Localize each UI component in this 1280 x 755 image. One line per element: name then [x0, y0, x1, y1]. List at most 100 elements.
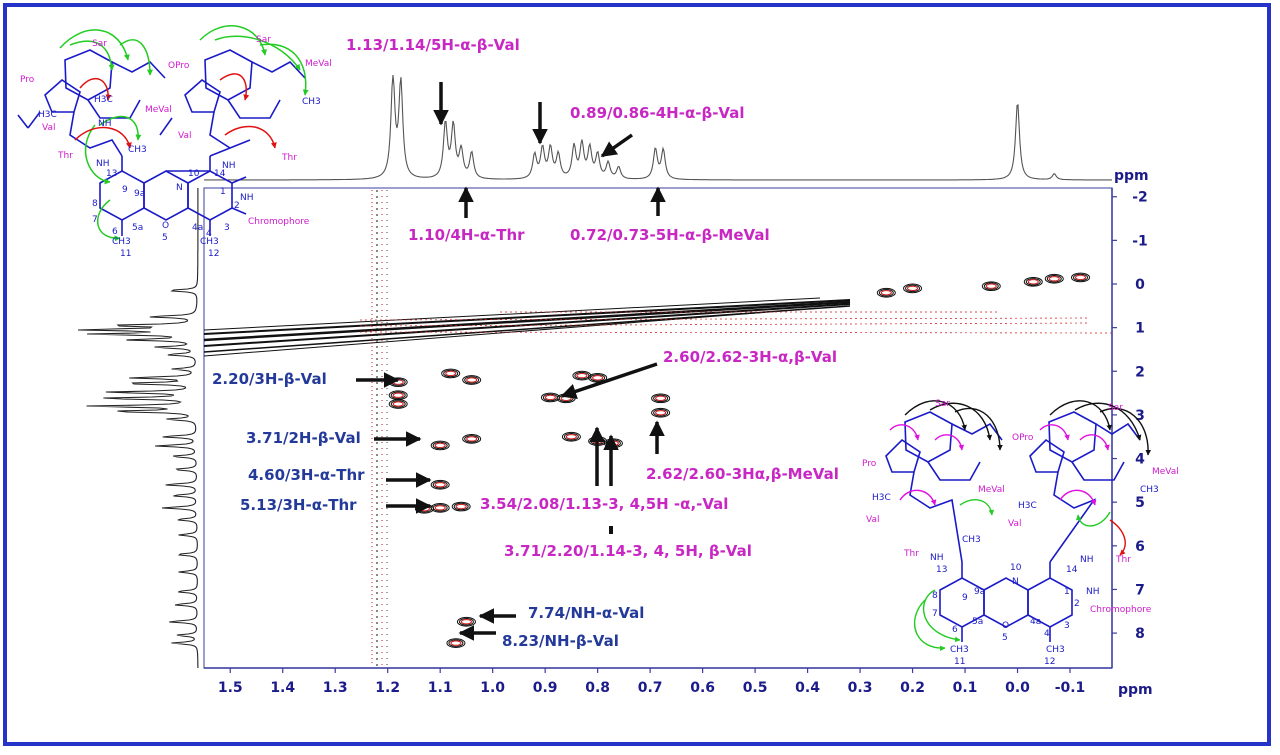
left-projection-spectrum [77, 188, 199, 668]
cross-peak [456, 616, 476, 627]
cross-peak [981, 281, 1001, 292]
label-n9a: 9a [134, 189, 145, 199]
x-tick-label: 0.5 [743, 680, 768, 696]
label-n9: 9 [122, 185, 128, 195]
label-thr-b: Thr [903, 549, 919, 559]
annotation-8-23: 8.23/NH-β-Val [502, 632, 619, 650]
x-tick-label: 0.9 [533, 680, 558, 696]
y-tick-label: 6 [1135, 539, 1145, 555]
x-axis-unit: ppm [1118, 682, 1153, 698]
cross-peak [540, 392, 560, 403]
label-nh-2: NH [96, 159, 110, 169]
label-n7-b: 7 [932, 609, 938, 619]
cross-peak [430, 503, 450, 513]
cross-peak [651, 393, 671, 404]
label-sar-2: Sar [256, 35, 271, 45]
label-val-b2: Val [1008, 519, 1021, 529]
label-nh: NH [98, 119, 112, 129]
label-n11: 11 [120, 249, 131, 259]
label-n10: 10 [188, 169, 200, 179]
label-sar-b: Sar [935, 399, 950, 409]
label-nh-3: NH [222, 161, 236, 171]
cross-peak [903, 283, 923, 294]
y-tick-label: 7 [1135, 582, 1145, 598]
label-meval-b2: MeVal [1152, 467, 1179, 477]
label-n3-b: 3 [1064, 621, 1070, 631]
label-ch3-3: CH3 [200, 237, 219, 247]
label-n11-b: 11 [954, 657, 965, 667]
label-h3c-2: H3C [38, 110, 57, 120]
label-n4a: 4a [192, 223, 203, 233]
label-pro-b: Pro [862, 459, 877, 469]
molecule-bottom-right-hmbc [889, 400, 1152, 652]
label-opro-b: OPro [1012, 433, 1034, 443]
y-tick-label: -1 [1132, 233, 1148, 249]
y-tick-label: 2 [1135, 364, 1145, 380]
label-n5a: 5a [132, 223, 143, 233]
cross-peak [651, 407, 671, 418]
label-thr-2: Thr [281, 153, 297, 163]
molecule-top-left-hmbc [59, 25, 309, 242]
annotation-2-62: 2.62/2.60-3Hα,β-MeVal [646, 465, 839, 483]
label-n6-b: 6 [952, 625, 958, 635]
label-nh2: NH [240, 193, 254, 203]
label-val-b: Val [866, 515, 879, 525]
label-ch3-4: CH3 [302, 97, 321, 107]
label-n14: 14 [214, 169, 226, 179]
cross-peak [388, 390, 408, 401]
label-n9a-b: 9a [974, 587, 985, 597]
label-n1-b: 1 [1064, 587, 1070, 597]
label-n-ring: N [176, 183, 183, 193]
cross-peak [588, 372, 608, 383]
x-tick-label: 1.3 [323, 680, 348, 696]
molecule-top-left [17, 49, 306, 236]
label-n4: 4 [206, 229, 212, 239]
label-h3c-b2: H3C [1018, 501, 1037, 511]
label-meval-b: MeVal [978, 485, 1005, 495]
y-axis-unit: ppm [1114, 168, 1149, 184]
annotation-3-71-b: 3.71/2.20/1.14-3, 4, 5H, β-Val [504, 542, 752, 560]
annotation-arrows [356, 82, 666, 641]
annotation-0-89: 0.89/0.86-4H-α-β-Val [570, 104, 745, 122]
label-n4-b: 4 [1044, 629, 1050, 639]
label-ch3: CH3 [128, 145, 147, 155]
x-tick-label: 0.2 [900, 680, 925, 696]
cross-peak [1071, 272, 1091, 283]
label-meval-2: MeVal [305, 59, 332, 69]
label-n8-b: 8 [932, 591, 938, 601]
label-n5a-b: 5a [972, 617, 983, 627]
y-tick-label: 1 [1135, 321, 1145, 337]
x-tick-label: 0.7 [638, 680, 663, 696]
label-ch3-b2: CH3 [1046, 645, 1065, 655]
label-n5-b: 5 [1002, 633, 1008, 643]
label-o-ring-b: O [1002, 621, 1009, 631]
label-h3c: H3C [94, 95, 113, 105]
label-thr: Thr [57, 151, 73, 161]
label-meval: MeVal [145, 105, 172, 115]
label-n12: 12 [208, 249, 219, 259]
annotation-0-72: 0.72/0.73-5H-α-β-MeVal [570, 226, 770, 244]
y-tick-label: 4 [1135, 452, 1145, 468]
label-n5: 5 [162, 233, 168, 243]
label-ch3-2: CH3 [112, 237, 131, 247]
label-n2: 2 [234, 201, 240, 211]
top-projection-spectrum [204, 74, 1112, 181]
x-tick-label: 1.2 [375, 680, 400, 696]
x-tick-label: 0.6 [690, 680, 715, 696]
label-ch3-b: CH3 [950, 645, 969, 655]
label-chromophore-b: Chromophore [1090, 605, 1152, 615]
label-ch3-b4: CH3 [962, 535, 981, 545]
label-sar: Sar [92, 39, 107, 49]
cross-peak [561, 431, 581, 442]
x-tick-label: 0.3 [848, 680, 873, 696]
label-h3c-b: H3C [872, 493, 891, 503]
x-tick-label: 0.0 [1005, 680, 1030, 696]
y-tick-label: -2 [1132, 190, 1148, 206]
cross-peak [1023, 276, 1043, 287]
label-val: Val [42, 123, 55, 133]
annotation-1-13: 1.13/1.14/5H-α-β-Val [346, 36, 520, 54]
annotation-1-10: 1.10/4H-α-Thr [408, 226, 525, 244]
cross-peak [462, 375, 482, 385]
